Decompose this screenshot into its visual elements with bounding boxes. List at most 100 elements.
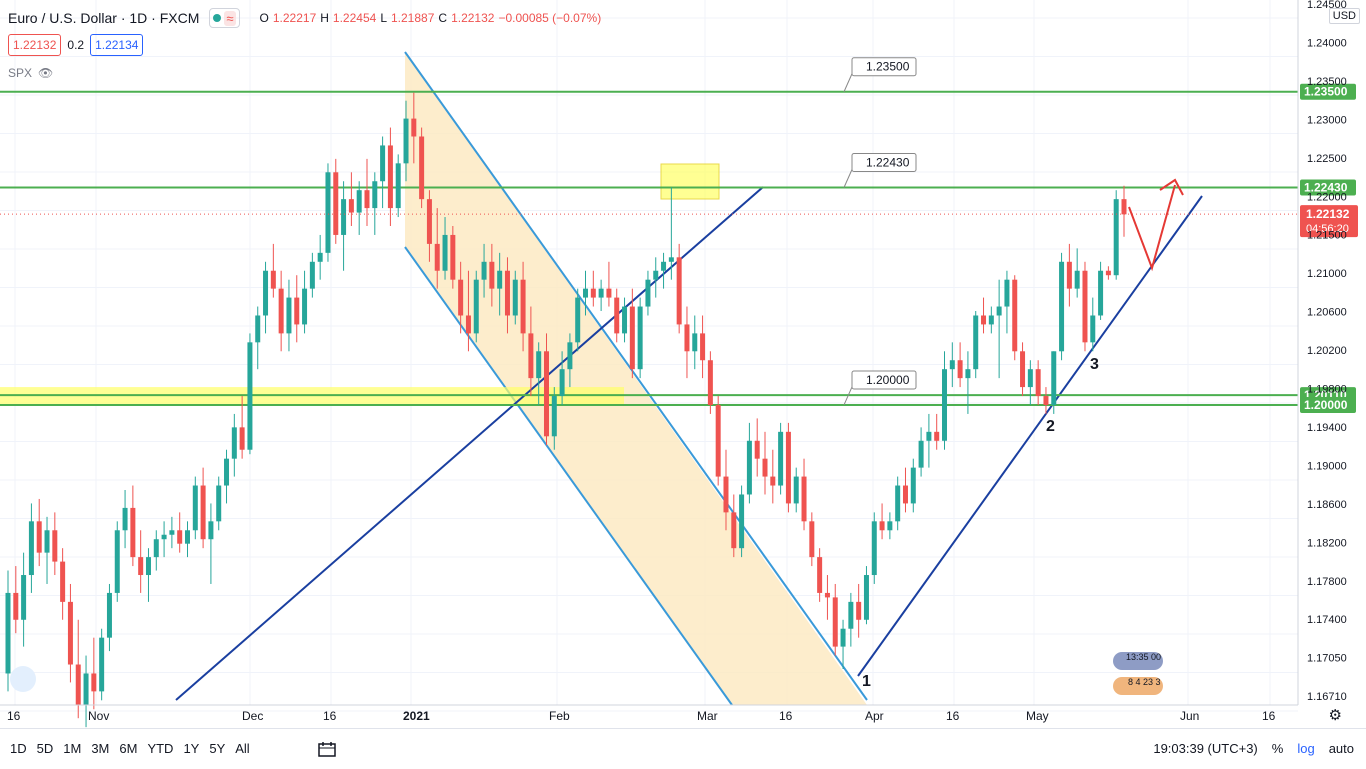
range-selector: 1D 5D 1M 3M 6M YTD 1Y 5Y All (10, 741, 250, 756)
visibility-toggle[interactable]: ≈ (209, 8, 240, 28)
candle-body (465, 315, 471, 334)
candle-body (28, 521, 34, 576)
candle-body (559, 369, 565, 397)
candle-body (832, 597, 838, 647)
chart-legend: Euro / U.S. Dollar · 1D · FXCM ≈ O 1.2221… (8, 8, 601, 28)
trendline-1[interactable] (175, 186, 764, 701)
price-tick: 1.22500 (1307, 153, 1347, 165)
price-tick: 1.16710 (1307, 691, 1347, 703)
last-price-label: 1.22132 (1306, 207, 1350, 221)
sell-button[interactable]: 1.22132 (8, 34, 62, 56)
callout-box (851, 57, 917, 77)
range-1d[interactable]: 1D (10, 741, 27, 756)
candle-body (341, 199, 347, 235)
candle-body (848, 601, 854, 629)
candle-body (364, 190, 370, 209)
callout-label: 1.23500 (866, 60, 910, 74)
candle-body (567, 342, 573, 370)
candle-body (739, 494, 745, 549)
event-badge-2[interactable] (1113, 677, 1163, 695)
candle-body (294, 297, 300, 325)
candle-body (887, 521, 893, 531)
candle-body (247, 342, 253, 450)
candle-body (575, 297, 581, 343)
price-tick: 1.23500 (1307, 76, 1347, 88)
range-5d[interactable]: 5D (36, 741, 54, 756)
time-tick: 16 (7, 709, 21, 723)
range-all[interactable]: All (235, 741, 250, 756)
indicator-label: SPX (8, 66, 33, 80)
symbol-title[interactable]: Euro / U.S. Dollar · 1D · FXCM (8, 10, 200, 26)
candle-body (606, 288, 612, 298)
candle-body (122, 507, 128, 531)
candle-body (403, 118, 409, 164)
candle-body (879, 521, 885, 531)
level-price-label: 1.23500 (1304, 85, 1348, 99)
log-toggle[interactable]: log (1297, 741, 1315, 756)
candle-body (1012, 279, 1018, 352)
candle-body (1074, 270, 1080, 289)
candle-body (778, 431, 784, 486)
buy-button[interactable]: 1.22134 (90, 34, 144, 56)
price-tick: 1.19400 (1307, 422, 1347, 434)
candle-body (645, 279, 651, 307)
range-1m[interactable]: 1M (63, 741, 82, 756)
candle-body (895, 485, 901, 522)
channel-upper-line[interactable] (404, 51, 868, 701)
candle-body (676, 257, 682, 325)
time-tick: Feb (549, 709, 570, 723)
clock-time[interactable]: 19:03:39 (UTC+3) (1153, 741, 1258, 756)
level-price-tag (1300, 83, 1356, 100)
trendline-2[interactable] (857, 195, 1203, 677)
event-badge-1[interactable] (1113, 652, 1163, 670)
channel-lower-line[interactable] (404, 246, 733, 706)
projection-arrowhead (1159, 178, 1184, 196)
candle-body (278, 288, 284, 334)
candle-body (614, 297, 620, 334)
callout-label: 1.20000 (866, 373, 910, 387)
candle-body (622, 306, 628, 334)
bar-countdown: 04:56:20 (1306, 223, 1349, 235)
candle-body (380, 145, 386, 182)
candle-body (387, 145, 393, 209)
candle-body (442, 234, 448, 271)
price-tick: 1.18600 (1307, 499, 1347, 511)
candle-body (949, 360, 955, 370)
candle-body (504, 270, 510, 316)
candle-body (543, 351, 549, 437)
price-tick: 1.21000 (1307, 268, 1347, 280)
range-5y[interactable]: 5Y (209, 741, 226, 756)
calendar-icon[interactable] (318, 741, 336, 757)
settings-gear-icon[interactable]: ⚙ (1328, 707, 1342, 724)
last-price-tag (1300, 205, 1358, 238)
candle-body (583, 288, 589, 298)
candle-body (1113, 199, 1119, 276)
callout-connector (843, 386, 853, 406)
candle-body (395, 163, 401, 209)
range-ytd[interactable]: YTD (147, 741, 174, 756)
candle-body (668, 257, 674, 262)
candle-body (263, 270, 269, 316)
level-price-tag (1300, 179, 1356, 196)
percent-toggle[interactable]: % (1271, 741, 1284, 756)
auto-toggle[interactable]: auto (1328, 741, 1354, 756)
candle-body (824, 592, 830, 598)
candle-body (13, 592, 19, 620)
range-3m[interactable]: 3M (91, 741, 110, 756)
candle-body (863, 575, 869, 620)
candle-body (754, 440, 760, 459)
eye-hidden-icon[interactable]: 👁 (38, 66, 54, 80)
time-tick: Jun (1180, 709, 1199, 723)
candle-body (489, 261, 495, 289)
candle-body (270, 270, 276, 289)
candle-body (817, 557, 823, 593)
resistance-box-highlight (660, 163, 720, 200)
price-tick: 1.17050 (1307, 653, 1347, 665)
range-6m[interactable]: 6M (119, 741, 138, 756)
candle-body (785, 431, 791, 504)
candle-body (356, 190, 362, 213)
currency-label[interactable]: USD (1328, 8, 1360, 24)
wave-label: 2 (1046, 418, 1055, 435)
range-1y[interactable]: 1Y (183, 741, 200, 756)
